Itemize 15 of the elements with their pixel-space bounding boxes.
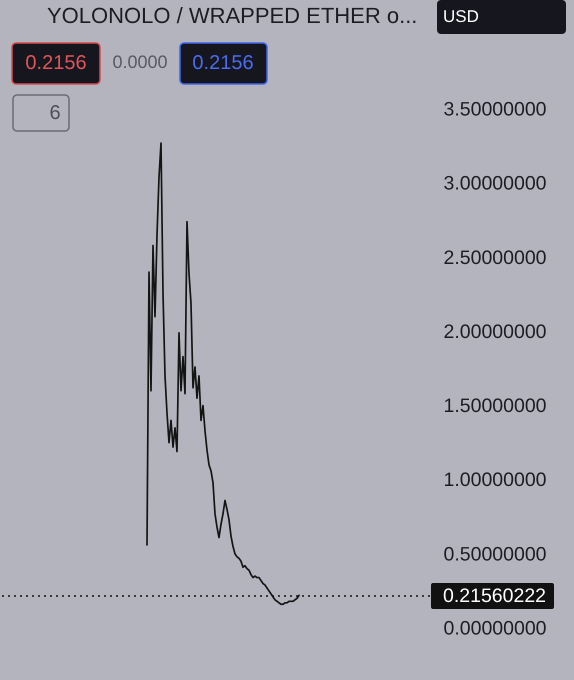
- y-tick-label: 3.50000000: [444, 98, 547, 120]
- y-tick-label: 0.00000000: [444, 618, 547, 640]
- y-tick-label: 2.00000000: [444, 320, 547, 343]
- text: 0.2156: [192, 52, 254, 74]
- text: 0.0000: [112, 52, 168, 72]
- ref-line-label: 0.21560222: [443, 585, 546, 608]
- annotation: 6: [49, 102, 61, 124]
- text: USD: [443, 7, 479, 26]
- text: 0.2156: [25, 52, 87, 74]
- chart-title: YOLONOLO / WRAPPED ETHER o...: [47, 3, 418, 28]
- y-tick-label: 3.00000000: [444, 172, 547, 195]
- y-tick-label: 1.00000000: [444, 469, 547, 492]
- y-tick-label: 2.50000000: [444, 246, 547, 269]
- y-tick-label: 1.50000000: [444, 395, 547, 418]
- y-tick-label: 0.50000000: [444, 543, 547, 566]
